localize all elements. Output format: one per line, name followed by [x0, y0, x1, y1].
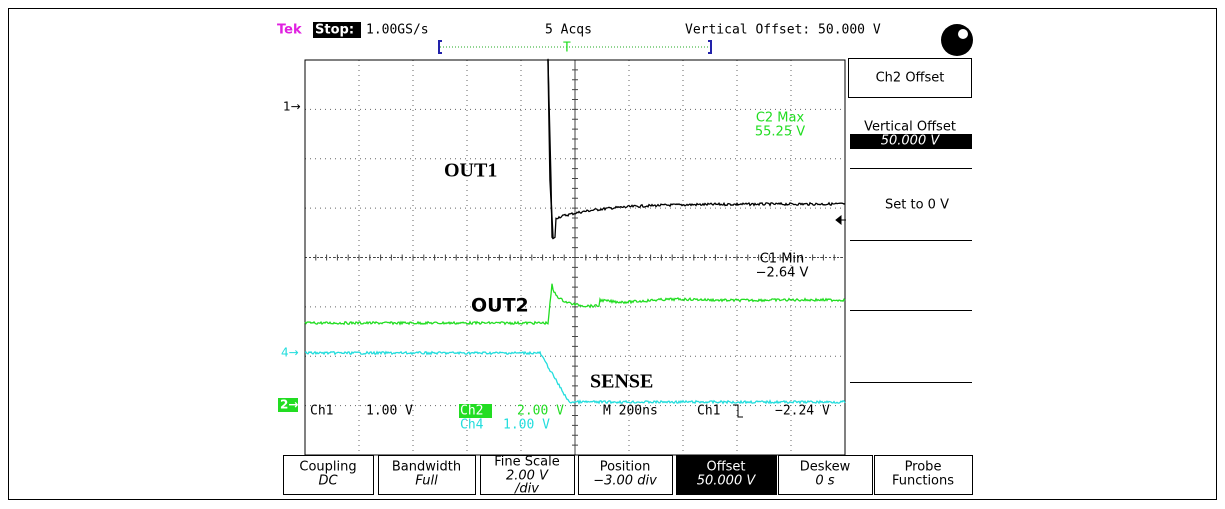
menu-button-label: Offset — [706, 460, 745, 475]
ch4-scale: 1.00 V — [503, 418, 550, 433]
menu-button-label: Bandwidth — [392, 460, 461, 475]
menu-button-value: DC — [318, 474, 338, 489]
menu-button-value: −3.00 div — [593, 474, 657, 489]
menu-button[interactable] — [778, 455, 873, 495]
ch2-marker-box — [278, 398, 298, 412]
menu-button-value: 0 s — [815, 474, 834, 489]
out1-spike — [547, 59, 554, 239]
c1-min-value: −2.64 V — [756, 266, 809, 281]
menu-button-label: Probe — [905, 460, 942, 475]
state: Stop: — [315, 23, 354, 38]
frame — [8, 8, 1217, 500]
menu-button-value: Full — [415, 474, 438, 489]
ch4-label: Ch4 — [460, 418, 484, 433]
trace-label: OUT2 — [471, 295, 529, 317]
trigger-marker: T — [563, 41, 571, 56]
side-menu-value-box — [850, 134, 972, 149]
menu-button[interactable] — [378, 455, 476, 495]
ch1-label: Ch1 — [310, 404, 333, 419]
menu-button-label: Fine Scale — [494, 455, 560, 470]
status-icon — [941, 24, 973, 56]
menu-button-unit: /div — [514, 482, 539, 497]
out2-trace — [304, 283, 846, 326]
acquisitions: 5 Acqs — [545, 23, 592, 38]
status-icon-dot — [958, 29, 968, 39]
trigger-level: −2.24 V — [775, 404, 830, 419]
state-box — [313, 22, 361, 38]
c1-min-label: C1 Min — [760, 252, 805, 267]
side-menu-set-zero[interactable]: Set to 0 V — [885, 198, 949, 213]
vertical-offset: Vertical Offset: 50.000 V — [685, 23, 881, 38]
ch2-marker: 2→ — [280, 398, 298, 412]
trace-label: OUT1 — [444, 160, 497, 182]
menu-button-label: Position — [600, 460, 651, 475]
menu-button-value: Functions — [892, 474, 954, 489]
trigger-source: Ch1 — [697, 404, 720, 419]
menu-button-value: 2.00 V — [506, 469, 549, 484]
trigger-slope — [733, 404, 743, 418]
ch1-scale: 1.00 V — [366, 404, 413, 419]
record-brackets — [438, 40, 712, 54]
out1-trace — [547, 58, 846, 240]
ch1-marker: 1→ — [283, 100, 301, 114]
brand: Tek — [277, 23, 302, 38]
sample-rate: 1.00GS/s — [366, 23, 429, 38]
menu-button[interactable] — [578, 455, 673, 495]
waveforms — [304, 58, 846, 405]
menu-button[interactable] — [874, 455, 973, 495]
side-menu-item-label[interactable]: Vertical Offset — [864, 120, 956, 135]
graticule — [304, 59, 846, 456]
trace-label: SENSE — [590, 371, 653, 393]
offset-arrow — [835, 214, 846, 226]
side-menu-item-value: 50.000 V — [881, 134, 941, 149]
side-menu-separators — [850, 168, 972, 383]
menu-button[interactable] — [676, 455, 777, 495]
menu-button-value: 50.000 V — [697, 474, 757, 489]
side-menu-title: Ch2 Offset — [876, 71, 945, 86]
menu-button[interactable] — [283, 455, 374, 495]
sense-trace — [304, 350, 846, 405]
menu-button-label: Coupling — [299, 460, 356, 475]
ch2-label-box — [459, 404, 492, 418]
c2-max-value: 55.25 V — [755, 125, 805, 140]
ch2-scale: 2.00 V — [517, 404, 564, 419]
ch4-marker: 4→ — [281, 346, 299, 360]
menu-button[interactable] — [480, 455, 575, 495]
menu-button-label: Deskew — [800, 460, 851, 475]
c2-max-label: C2 Max — [756, 111, 805, 126]
side-menu-title-box[interactable] — [848, 58, 972, 98]
ch2-label: Ch2 — [460, 404, 483, 419]
timebase: M 200ns — [603, 404, 658, 419]
